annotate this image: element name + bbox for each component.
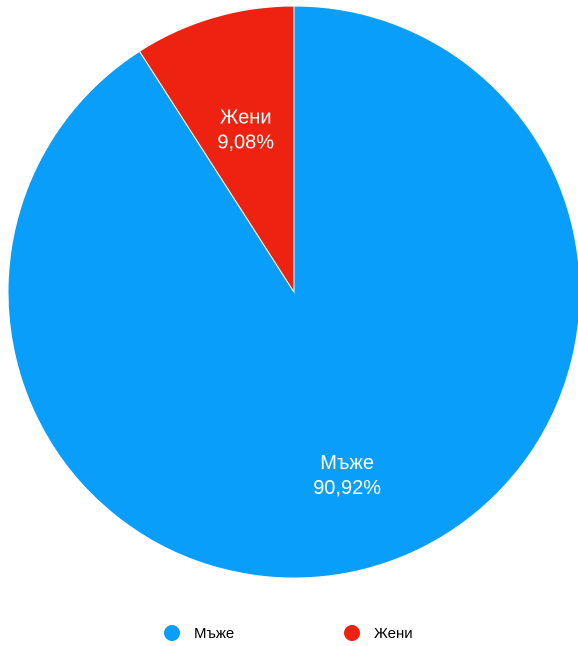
legend-marker [344, 625, 360, 641]
slice-label-value: 90,92% [313, 477, 381, 499]
legend-label: Жени [374, 625, 413, 642]
pie-slice-male [7, 5, 578, 579]
slice-labels: Мъже 90,92% Жени 9,08% [217, 106, 381, 499]
legend-marker [164, 625, 180, 641]
slice-label-name: Мъже [320, 452, 374, 474]
legend-label: Мъже [194, 625, 234, 642]
slice-label-name: Жени [220, 106, 272, 128]
pie-slices [7, 5, 578, 579]
pie-slice-female [138, 5, 295, 294]
legend: Мъже Жени [164, 625, 413, 642]
slice-label-value: 9,08% [217, 131, 274, 153]
